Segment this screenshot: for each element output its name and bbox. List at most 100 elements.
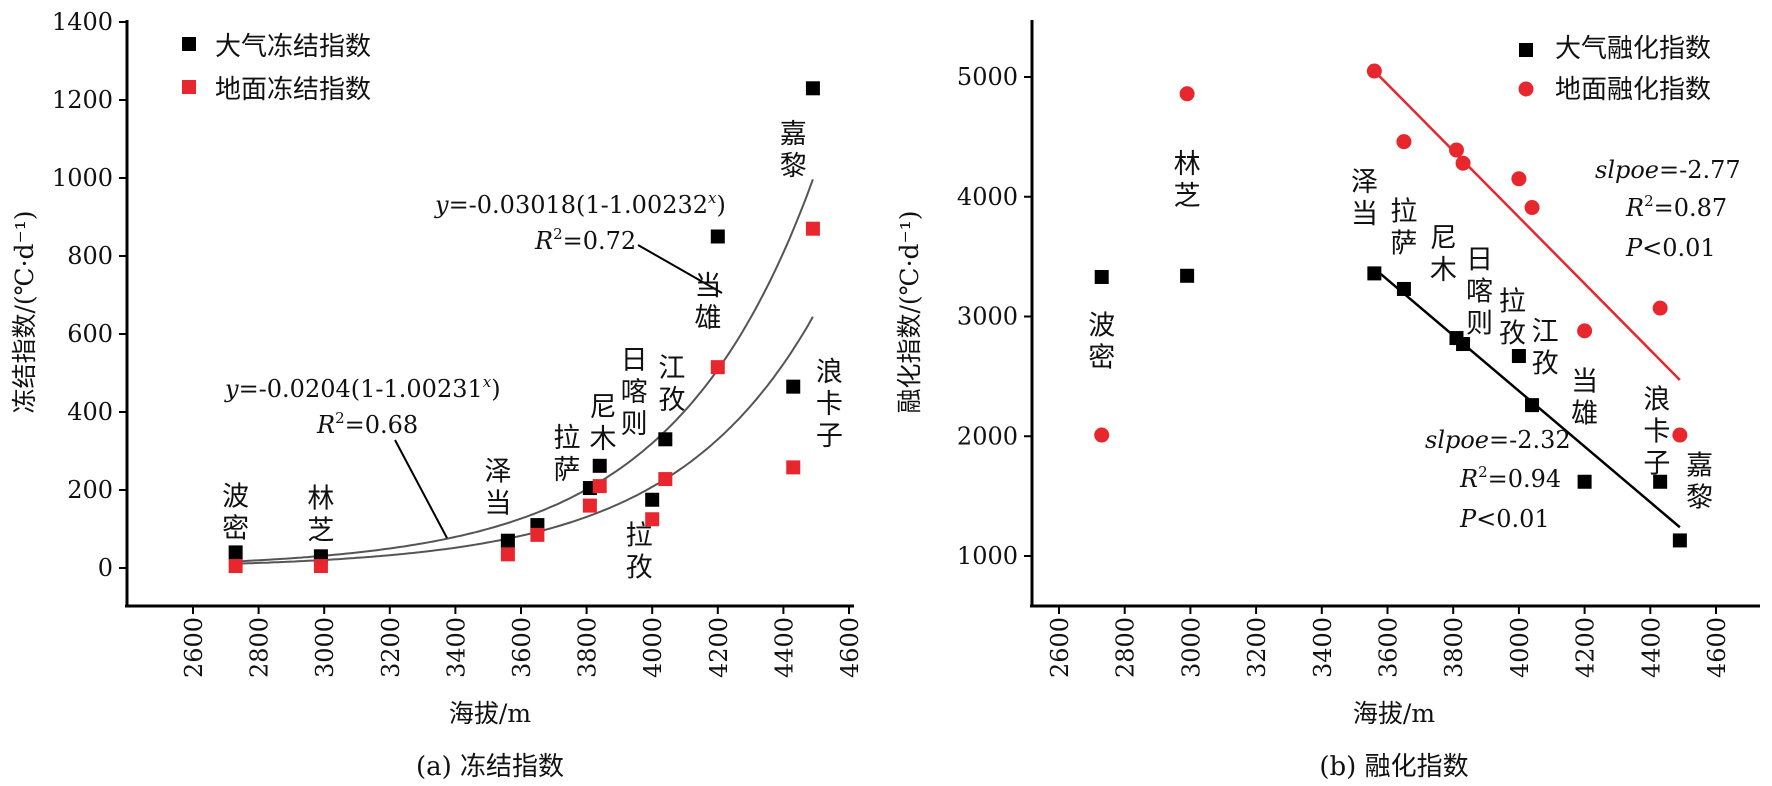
x-tick-label: 2800 xyxy=(1112,617,1140,678)
data-point-ground xyxy=(313,559,328,574)
fit-r2-ground-freezing: R2=0.68 xyxy=(316,409,418,439)
y-tick-label: 0 xyxy=(98,554,113,582)
legend-marker-air-freezing xyxy=(182,37,196,51)
x-tick-label: 3000 xyxy=(311,617,339,678)
site-label: 泽当 xyxy=(485,456,512,519)
panel-a-data-points xyxy=(228,81,820,574)
x-tick-label: 2800 xyxy=(246,617,274,678)
panel-b-x-axis-label: 海拔/m xyxy=(1353,699,1435,728)
site-label: 日喀则 xyxy=(621,345,648,440)
data-point-ground xyxy=(1455,155,1471,171)
fit-slope-air-thawing: slpoe=-2.32 xyxy=(1425,426,1571,454)
site-label: 嘉黎 xyxy=(780,119,807,182)
data-point-air xyxy=(1653,474,1668,489)
x-tick-label: 3000 xyxy=(1177,617,1205,678)
panel-b-axes xyxy=(1030,20,1760,608)
data-point-air xyxy=(645,492,660,507)
site-label: 日喀则 xyxy=(1466,245,1493,340)
fit-p-ground-thawing: P<0.01 xyxy=(1625,234,1716,262)
legend-label-ground-freezing: 地面冻结指数 xyxy=(215,75,371,105)
panel-a-caption: (a) 冻结指数 xyxy=(416,752,564,782)
panel-a-axes xyxy=(125,20,854,608)
site-label: 嘉黎 xyxy=(1686,451,1713,514)
site-label: 波密 xyxy=(222,482,249,545)
panel-b-ticks: 2600 2800 3000 3200 3400 3600 3800 4000 4200 4400… xyxy=(957,63,1731,678)
fit-curve-ground-freezing xyxy=(235,316,814,565)
x-tick-label: 4400 xyxy=(1637,617,1665,678)
legend-label-air-freezing: 大气冻结指数 xyxy=(215,32,371,62)
y-tick-label: 5000 xyxy=(957,63,1018,91)
data-point-ground xyxy=(658,472,673,487)
data-point-air xyxy=(1456,337,1471,352)
leader-line-air-freezing xyxy=(637,244,723,294)
panel-b-fit-annotations: slpoe=-2.77 R2=0.87 P<0.01 slpoe=-2.32 R… xyxy=(1425,156,1741,533)
x-tick-label: 3800 xyxy=(1440,617,1468,678)
freezing-index-panel: 大气冻结指数 地面冻结指数 y=-0.03018(1-1.00232x) R2=… xyxy=(10,8,864,782)
fit-line-ground-thawing xyxy=(1373,70,1681,381)
data-point-air xyxy=(710,229,725,244)
x-tick-label: 2600 xyxy=(1046,617,1074,678)
y-tick-label: 4000 xyxy=(957,183,1018,211)
data-point-ground xyxy=(1366,63,1382,79)
data-point-air xyxy=(1511,349,1526,364)
data-point-air xyxy=(1367,266,1382,281)
data-point-ground xyxy=(500,547,515,562)
data-point-air xyxy=(1672,533,1687,548)
panel-a-x-axis-label: 海拔/m xyxy=(449,699,531,728)
data-point-air xyxy=(805,81,820,96)
x-tick-label: 3200 xyxy=(377,617,405,678)
fit-slope-ground-thawing: slpoe=-2.77 xyxy=(1595,156,1741,184)
data-point-ground xyxy=(582,498,597,513)
site-label: 当雄 xyxy=(694,271,721,334)
data-point-air xyxy=(1525,398,1540,413)
legend-label-air-thawing: 大气融化指数 xyxy=(1555,34,1711,64)
data-point-air xyxy=(658,432,673,447)
legend-marker-ground-freezing xyxy=(182,80,196,94)
data-point-ground xyxy=(805,221,820,236)
site-label: 浪卡子 xyxy=(816,357,843,452)
site-label: 泽当 xyxy=(1351,167,1378,230)
fit-equation-ground-freezing: y=-0.0204(1-1.00231x) xyxy=(224,373,501,403)
site-label: 浪卡子 xyxy=(1643,385,1670,480)
fit-p-air-thawing: P<0.01 xyxy=(1459,505,1550,533)
site-label: 波密 xyxy=(1088,310,1115,373)
fit-line-air-thawing xyxy=(1373,267,1681,529)
site-label: 拉孜 xyxy=(1499,287,1526,350)
data-point-ground xyxy=(1672,427,1688,443)
fit-equation-air-freezing: y=-0.03018(1-1.00232x) xyxy=(434,189,726,219)
site-label: 拉孜 xyxy=(626,521,653,584)
data-point-air xyxy=(786,379,801,394)
legend-marker-air-thawing xyxy=(1519,43,1533,57)
data-point-ground xyxy=(1511,171,1527,187)
panel-a-ticks: 2600 2800 3000 3200 3400 3600 3800 4000 4200 4400… xyxy=(52,8,864,678)
y-tick-label: 3000 xyxy=(957,303,1018,331)
site-label: 当雄 xyxy=(1571,367,1598,430)
data-point-ground xyxy=(1524,200,1540,216)
data-point-ground xyxy=(1577,323,1593,339)
thawing-index-panel: 大气融化指数 地面融化指数 slpoe=-2.77 R2=0.87 P<0.01… xyxy=(895,20,1760,782)
x-tick-label: 3400 xyxy=(442,617,470,678)
x-tick-label: 4000 xyxy=(639,617,667,678)
panel-b-data-points xyxy=(1094,63,1688,548)
y-tick-label: 400 xyxy=(67,398,113,426)
legend-label-ground-thawing: 地面融化指数 xyxy=(1555,75,1711,105)
data-point-ground xyxy=(592,479,607,494)
y-tick-label: 800 xyxy=(67,242,113,270)
fit-r2-air-freezing: R2=0.72 xyxy=(534,225,636,255)
data-point-air xyxy=(228,545,243,560)
x-tick-label: 2600 xyxy=(180,617,208,678)
site-label: 林芝 xyxy=(1174,149,1201,212)
x-tick-label: 3400 xyxy=(1309,617,1337,678)
panel-b-y-axis-label: 融化指数/(℃·d⁻¹) xyxy=(895,210,924,413)
x-tick-label: 4600 xyxy=(1703,617,1731,678)
x-tick-label: 4200 xyxy=(705,617,733,678)
data-point-air xyxy=(592,458,607,473)
panel-a-y-axis-label: 冻结指数/(℃·d⁻¹) xyxy=(10,210,39,413)
panel-b-fit-lines xyxy=(1373,70,1681,529)
x-tick-label: 3800 xyxy=(574,617,602,678)
site-label: 林芝 xyxy=(307,484,334,547)
data-point-ground xyxy=(1094,427,1110,443)
